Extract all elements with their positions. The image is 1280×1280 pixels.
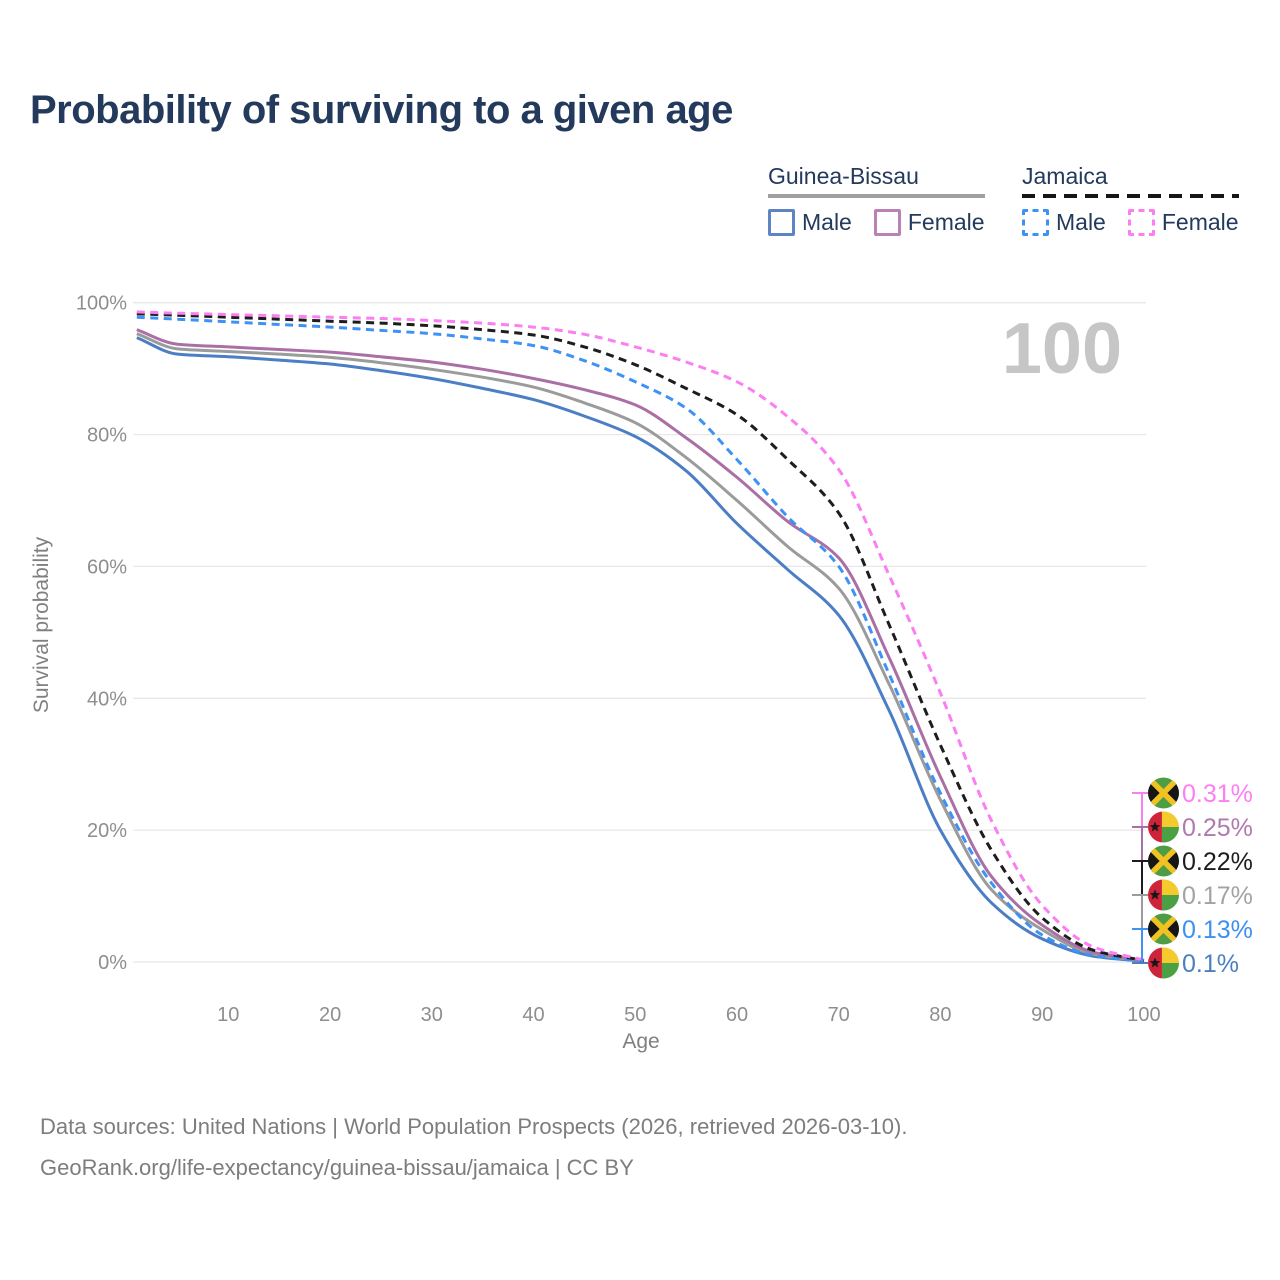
legend-underline-solid xyxy=(768,194,985,198)
x-tick-label: 50 xyxy=(624,1004,646,1026)
legend-item-label: Male xyxy=(1056,209,1106,235)
footer-line-2: GeoRank.org/life-expectancy/guinea-bissa… xyxy=(40,1155,634,1180)
jamaica-flag-icon xyxy=(1148,913,1179,945)
legend-item-gb-male[interactable]: Male xyxy=(768,209,852,236)
age-watermark: 100 xyxy=(1002,309,1122,389)
footer-line-1: Data sources: United Nations | World Pop… xyxy=(40,1114,908,1139)
series-line-gb-male[interactable] xyxy=(136,336,1145,963)
guinea-bissau-flag-icon xyxy=(1148,811,1179,843)
legend-underline-dashed xyxy=(1022,194,1239,198)
x-tick-label: 80 xyxy=(929,1004,951,1026)
end-label-jm-male: 0.13% xyxy=(1182,916,1253,944)
x-tick-label: 90 xyxy=(1031,1004,1053,1026)
legend-group-label-guinea-bissau[interactable]: Guinea-Bissau xyxy=(768,163,919,189)
legend-swatch-gb-male xyxy=(768,209,795,236)
series-line-jm-female[interactable] xyxy=(136,310,1145,962)
guinea-bissau-flag-icon xyxy=(1148,947,1179,979)
jamaica-flag-icon xyxy=(1148,777,1179,809)
end-label-gb-female: 0.25% xyxy=(1182,814,1253,842)
legend-item-jm-male[interactable]: Male xyxy=(1022,209,1106,236)
legend-item-gb-female[interactable]: Female xyxy=(873,209,985,236)
legend-group-jamaica: Jamaica Male Female xyxy=(1022,163,1239,236)
end-label-jm-female: 0.31% xyxy=(1182,780,1253,808)
legend-item-label: Female xyxy=(1161,209,1239,235)
x-tick-label: 40 xyxy=(522,1004,544,1026)
legend-swatch-jm-male xyxy=(1022,209,1049,236)
x-tick-label: 70 xyxy=(828,1004,850,1026)
y-tick-label: 100% xyxy=(76,293,127,315)
legend-group-guinea-bissau: Guinea-Bissau Male Female xyxy=(768,163,985,236)
y-axis-title: Survival probability xyxy=(30,536,53,713)
legend-item-label: Male xyxy=(802,209,852,235)
legend-item-label: Female xyxy=(907,209,985,235)
legend-swatch-jm-female xyxy=(1127,209,1155,236)
x-tick-label: 20 xyxy=(319,1004,341,1026)
x-tick-label: 60 xyxy=(726,1004,748,1026)
x-tick-label: 10 xyxy=(217,1004,239,1026)
series-line-gb-female[interactable] xyxy=(136,328,1145,962)
series-line-gb-total[interactable] xyxy=(136,332,1145,963)
guinea-bissau-flag-icon xyxy=(1148,879,1179,911)
y-tick-label: 80% xyxy=(87,425,127,447)
y-tick-label: 60% xyxy=(87,556,127,578)
legend-swatch-gb-female xyxy=(873,209,901,236)
end-label-gb-total: 0.17% xyxy=(1182,882,1253,910)
jamaica-flag-icon xyxy=(1148,845,1179,877)
y-tick-label: 0% xyxy=(98,952,127,974)
y-tick-label: 40% xyxy=(87,688,127,710)
legend-item-jm-female[interactable]: Female xyxy=(1127,209,1239,236)
legend-group-label-jamaica[interactable]: Jamaica xyxy=(1022,163,1108,189)
series-line-jm-male[interactable] xyxy=(136,315,1145,963)
end-label-gb-male: 0.1% xyxy=(1182,950,1239,978)
footer: Data sources: United Nations | World Pop… xyxy=(40,1106,907,1188)
x-tick-label: 100 xyxy=(1127,1004,1160,1026)
end-label-jm-total: 0.22% xyxy=(1182,848,1253,876)
chart-title: Probability of surviving to a given age xyxy=(30,88,733,132)
x-tick-label: 30 xyxy=(421,1004,443,1026)
y-tick-label: 20% xyxy=(87,820,127,842)
x-axis-title: Age xyxy=(622,1030,659,1053)
series-line-jm-total[interactable] xyxy=(136,312,1145,962)
